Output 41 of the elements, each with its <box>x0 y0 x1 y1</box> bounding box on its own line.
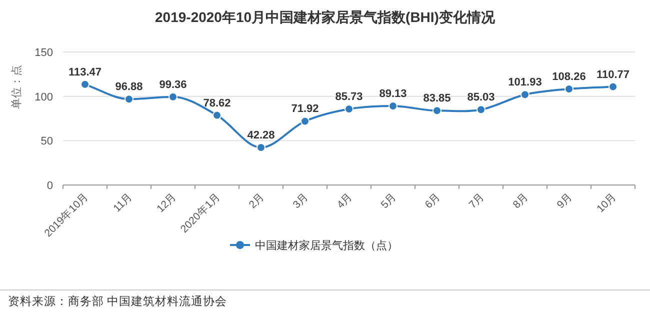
x-tick-label: 3月 <box>290 190 312 212</box>
x-tick-label: 5月 <box>378 190 400 212</box>
y-tick-label: 50 <box>40 136 53 148</box>
data-label: 71.92 <box>291 103 319 116</box>
x-tick-label: 8月 <box>510 190 532 212</box>
point <box>300 116 310 126</box>
y-tick-label: 0 <box>46 180 53 192</box>
data-label: 78.62 <box>203 97 231 110</box>
data-label: 83.85 <box>423 92 451 105</box>
point <box>124 94 134 104</box>
data-label: 113.47 <box>68 66 102 78</box>
data-label: 108.26 <box>552 71 586 84</box>
data-label: 110.77 <box>596 68 630 81</box>
point <box>520 90 530 100</box>
y-tick-label: 100 <box>34 91 53 104</box>
x-tick-label: 6月 <box>422 190 444 212</box>
data-label: 85.73 <box>335 90 363 103</box>
chart-title: 2019-2020年10月中国建材家居景气指数(BHI)变化情况 <box>155 9 496 25</box>
y-axis-title: 单位：点 <box>10 65 23 109</box>
point <box>476 105 486 114</box>
x-tick-label: 11月 <box>111 190 136 215</box>
x-tick-label: 7月 <box>466 190 488 212</box>
x-tick-label: 4月 <box>334 190 356 212</box>
x-tick-label: 9月 <box>554 190 576 212</box>
data-label: 42.28 <box>247 130 275 142</box>
y-tick-label: 150 <box>34 47 53 59</box>
text: 资料来源：商务部 中国建筑材料流通协会 <box>8 294 228 308</box>
data-label: 101.93 <box>508 76 542 89</box>
point <box>608 82 618 92</box>
point <box>212 110 222 120</box>
legend-label: 中国建材家居景气指数（点） <box>255 239 398 252</box>
x-tick-label: 2月 <box>246 190 268 212</box>
point <box>168 92 178 102</box>
point <box>80 80 90 89</box>
data-label: 96.88 <box>115 81 143 94</box>
data-label: 85.03 <box>467 92 495 104</box>
x-tick-label: 12月 <box>154 190 180 216</box>
x-tick-label: 10月 <box>594 190 620 216</box>
data-label: 99.36 <box>159 78 187 91</box>
data-label: 89.13 <box>379 88 407 100</box>
point <box>432 106 442 116</box>
